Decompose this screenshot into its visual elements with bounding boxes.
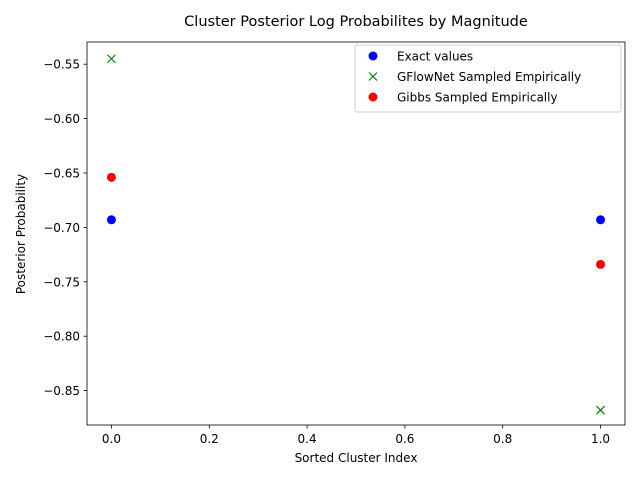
chart-title: Cluster Posterior Log Probabilites by Ma… xyxy=(184,14,528,30)
y-tick-label: −0.80 xyxy=(43,330,80,344)
x-tick-label: 0.0 xyxy=(102,432,121,446)
data-point-exact-values xyxy=(596,215,606,225)
legend-marker xyxy=(368,51,378,61)
y-tick-label: −0.75 xyxy=(43,275,80,289)
x-tick-label: 0.6 xyxy=(395,432,414,446)
data-point-gflownet-sampled-empirically xyxy=(107,54,116,64)
x-tick-label: 1.0 xyxy=(591,432,610,446)
y-tick-label: −0.85 xyxy=(43,384,80,398)
legend-marker xyxy=(368,72,378,81)
legend-box xyxy=(354,44,622,113)
y-tick-label: −0.55 xyxy=(43,58,80,72)
x-marker-stroke xyxy=(368,72,378,81)
y-tick-label: −0.60 xyxy=(43,112,80,126)
legend-label: Exact values xyxy=(397,50,473,64)
x-tick-label: 0.4 xyxy=(298,432,317,446)
y-tick-label: −0.65 xyxy=(43,167,80,181)
y-tick-label: −0.70 xyxy=(43,221,80,235)
x-marker-stroke xyxy=(107,54,116,64)
x-tick-label: 0.2 xyxy=(200,432,219,446)
legend-label: Gibbs Sampled Empirically xyxy=(397,91,558,105)
legend: Exact values GFlowNet Sampled Empirically… xyxy=(354,44,622,113)
legend-marker xyxy=(368,92,378,102)
legend-label: GFlowNet Sampled Empirically xyxy=(397,70,581,84)
x-axis-label: Sorted Cluster Index xyxy=(295,451,418,465)
y-axis-label: Posterior Probability xyxy=(14,174,28,294)
data-point-gibbs-sampled-empirically xyxy=(106,172,116,182)
data-point-gflownet-sampled-empirically xyxy=(596,405,605,415)
data-point-gibbs-sampled-empirically xyxy=(596,259,606,269)
plot-frame xyxy=(86,41,626,426)
x-tick-label: 0.8 xyxy=(493,432,512,446)
plot-area: 0.0 0.2 0.4 0.6 0.8 1.0 −0.85 −0.80 −0.75 −0.70 −0… xyxy=(43,41,626,446)
x-marker-stroke xyxy=(596,405,605,415)
data-point-exact-values xyxy=(106,215,116,225)
